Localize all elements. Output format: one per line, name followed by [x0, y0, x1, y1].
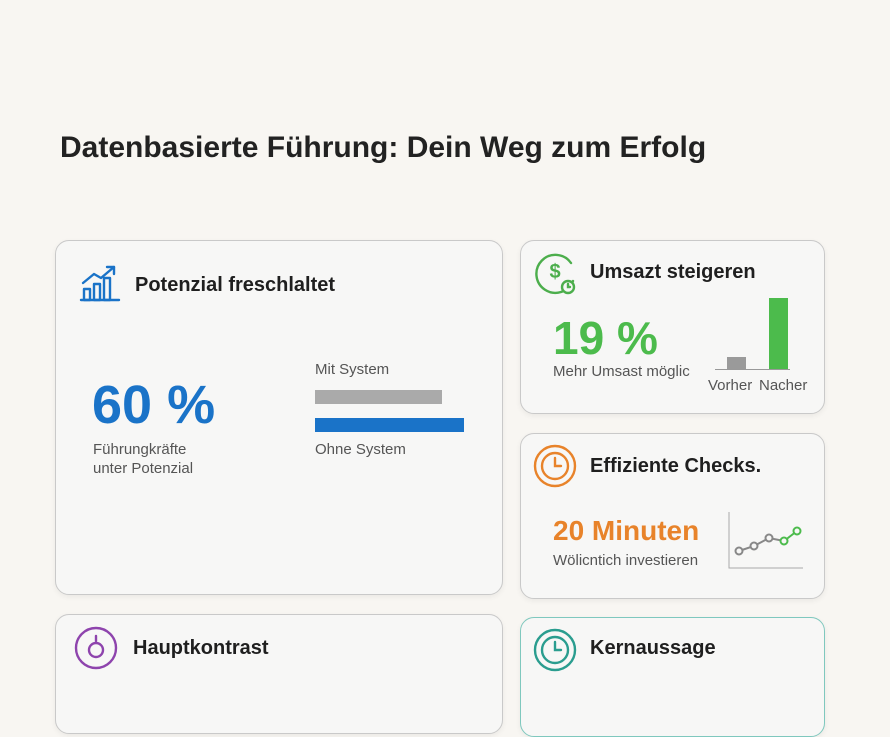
card [55, 240, 503, 595]
growth-icon [79, 265, 121, 302]
stat-caption: unter Potenzial [93, 460, 194, 477]
page-title: Datenbasierte Führung: Dein Weg zum Erfo… [60, 131, 707, 164]
stat-caption: Führungkräfte [93, 441, 187, 458]
stat-caption: Mehr Umsast möglic [553, 363, 690, 380]
card-title: Potenzial freschlaltet [135, 274, 336, 296]
bar [315, 390, 442, 404]
bar-label: Mit System [315, 361, 390, 378]
trend-chart [728, 512, 803, 569]
card [520, 433, 825, 599]
svg-text:$: $ [549, 261, 560, 283]
card [55, 614, 503, 734]
stat-caption: Wölicntich investieren [553, 552, 699, 569]
chart-axis [715, 369, 790, 370]
card-title: Hauptkontrast [133, 637, 269, 659]
bar-label: Nacher [759, 377, 808, 394]
revenue-icon: $ [535, 253, 576, 295]
bar-label: Ohne System [315, 441, 406, 458]
bar [315, 418, 464, 432]
stat-value: 20 Minuten [553, 515, 700, 546]
clock-icon [533, 444, 577, 488]
card-title: Kernaussage [590, 637, 716, 659]
bar [769, 298, 788, 369]
target-icon [74, 626, 118, 670]
stat-value: 60 % [92, 375, 216, 435]
page: Datenbasierte Führung: Dein Weg zum Erfo… [55, 131, 825, 737]
bar-label: Vorher [708, 377, 753, 394]
card-title: Effiziente Checks. [590, 455, 762, 477]
clock-icon [533, 628, 577, 672]
card-title: Umsazt steigeren [590, 261, 756, 283]
bar [727, 357, 746, 369]
stat-value: 19 % [553, 312, 658, 364]
